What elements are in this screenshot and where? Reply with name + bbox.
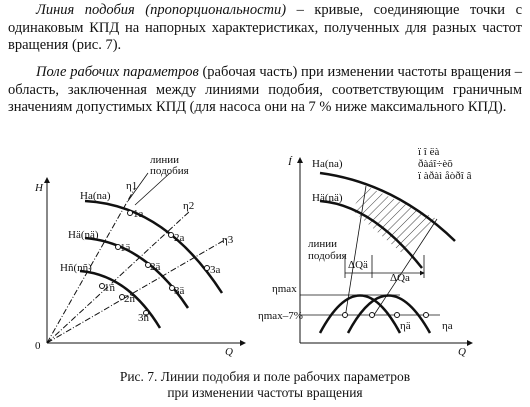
label: 1ä [120,242,131,254]
curve [84,236,190,309]
label: Hñ(nñ) [60,262,92,274]
label: 3ä [174,285,185,297]
label: ðàáî÷èõ [418,158,453,170]
label: ηä [400,320,411,332]
paragraph: Поле рабочих параметров (рабочая часть) … [8,64,522,117]
label: η3 [222,234,234,246]
axis-label: Q [458,346,466,358]
text: – кривые, соединяющие точки с одинаковым… [8,2,522,53]
label: подобия [150,165,189,177]
label: Hа(nа) [312,158,343,170]
axis-label: Í [287,156,293,168]
similarity-line [46,187,136,344]
label: ï î ëà [417,146,439,158]
similarity-line [46,210,191,344]
origin: 0 [35,340,41,352]
right-diagram [297,157,473,346]
label: 3ñ [138,312,150,324]
label: подобия [308,250,347,262]
curve [79,269,162,329]
label: линии [308,238,337,250]
figure: H Q 0 линии подобия η1 η2 η3 Hа(nа) Hä(n… [34,146,473,358]
label: 2ñ [124,293,136,305]
label: ηmax–7% [258,310,303,322]
label: 2а [174,232,185,244]
curve [319,171,456,242]
paragraph: Линия подобия (пропорциональности) – кри… [8,2,522,55]
label: η2 [183,200,194,212]
left-labels: H Q 0 линии подобия η1 η2 η3 Hа(nа) Hä(n… [34,154,234,358]
term: Поле рабочих параметров [36,64,199,80]
label: ηа [442,320,453,332]
label: Hа(nа) [80,190,111,202]
field [352,186,437,255]
curve [319,199,423,269]
similarity-line [46,237,229,344]
label: ηmax [272,283,297,295]
left-diagram [44,172,246,346]
caption: при изменении частоты вращения [167,385,363,400]
label: 3а [210,264,221,276]
label: ΔQä [348,259,368,271]
eta-curve [346,294,432,334]
term: Линия подобия (пропорциональности) [36,2,287,18]
leader [127,172,171,206]
label: 1ñ [104,282,116,294]
label: η1 [126,180,137,192]
label: ΔQа [390,272,410,284]
eta-curve [318,294,402,334]
axis-label: H [34,182,44,194]
label: линии [150,154,179,166]
label: ï àðàì åòðî â [417,170,472,182]
label: Hä(nä) [68,229,99,241]
right-labels: Í Q Hа(nа) Hä(nä) ï î ëà ðàáî÷èõ ï àðàì … [258,146,472,358]
label: Hä(nä) [312,192,343,204]
caption: Рис. 7. Линии подобия и поле рабочих пар… [119,369,411,384]
label: 2ä [150,261,161,273]
text: (рабочая часть) при изменении частоты вр… [8,64,522,115]
curve [84,199,224,294]
similarity-line [344,185,438,319]
leader [344,255,425,278]
axis-label: Q [225,346,233,358]
points [99,210,210,316]
label: 1а [133,208,144,220]
